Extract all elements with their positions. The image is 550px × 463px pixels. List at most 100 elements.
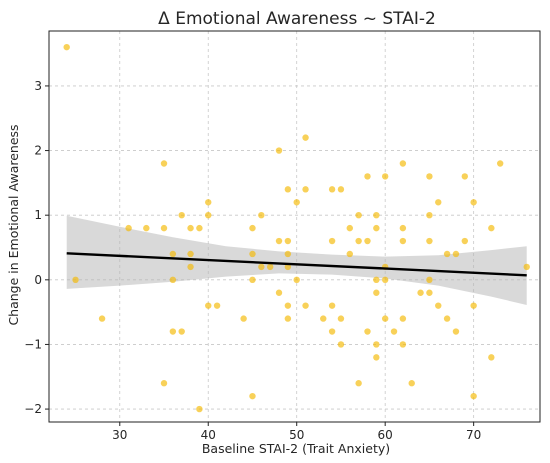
y-tick-label: 1: [34, 208, 42, 222]
data-point: [284, 315, 292, 322]
data-point: [249, 224, 256, 232]
data-point: [417, 289, 424, 296]
data-point: [187, 250, 194, 258]
data-point: [355, 211, 362, 219]
data-point: [373, 341, 380, 348]
data-point: [355, 380, 362, 387]
data-point: [523, 263, 530, 271]
data-point: [187, 224, 194, 232]
chart-title: Δ Emotional Awareness ~ STAI-2: [158, 9, 436, 29]
data-point: [72, 276, 79, 284]
data-point: [452, 250, 460, 258]
data-point: [426, 237, 433, 245]
data-point: [169, 328, 177, 335]
data-point: [258, 263, 265, 271]
data-point: [435, 302, 442, 309]
y-tick-label: −2: [24, 402, 42, 416]
data-point: [249, 392, 256, 400]
data-point: [470, 302, 477, 309]
data-point: [240, 315, 247, 322]
x-tick-label: 60: [378, 428, 393, 442]
x-tick-label: 50: [289, 428, 304, 442]
data-point: [328, 186, 336, 193]
data-point: [98, 315, 106, 322]
data-point: [205, 302, 212, 309]
data-point: [258, 211, 265, 219]
data-point: [373, 224, 380, 232]
data-point: [470, 199, 477, 206]
data-point: [355, 237, 362, 245]
data-point: [187, 263, 194, 271]
data-point: [426, 211, 433, 219]
data-point: [213, 302, 221, 309]
data-point: [178, 211, 185, 219]
data-point: [284, 237, 292, 245]
data-point: [266, 263, 274, 271]
axis-ticks: 30 40 50 60 70 −2 −1 0 1 2 3: [24, 79, 481, 442]
data-point: [426, 173, 433, 180]
y-tick-label: 2: [34, 144, 42, 158]
data-point: [408, 380, 415, 387]
data-point: [381, 276, 389, 284]
data-point: [399, 160, 407, 167]
data-point: [399, 237, 407, 245]
confidence-band-layer: [66, 215, 527, 305]
data-point: [205, 211, 212, 219]
data-point: [390, 328, 398, 335]
data-point: [461, 237, 469, 245]
x-tick-label: 70: [466, 428, 481, 442]
data-point: [373, 211, 380, 219]
data-point: [284, 186, 292, 193]
data-point: [169, 250, 177, 258]
gridlines: [49, 31, 540, 422]
y-tick-label: 0: [34, 273, 42, 287]
regression-layer: [66, 252, 527, 277]
data-point: [160, 224, 168, 232]
x-tick-label: 40: [201, 428, 216, 442]
data-point: [196, 224, 203, 232]
x-axis-label: Baseline STAI-2 (Trait Anxiety): [202, 441, 390, 456]
data-point: [337, 186, 345, 193]
data-point: [302, 134, 309, 141]
confidence-band: [66, 215, 527, 305]
data-point: [373, 354, 380, 361]
data-point: [293, 199, 300, 206]
data-point: [275, 237, 283, 245]
data-point: [249, 250, 256, 258]
data-point: [346, 250, 353, 258]
y-tick-label: −1: [24, 337, 42, 351]
data-point: [496, 160, 504, 167]
data-point: [346, 224, 353, 232]
data-point: [461, 173, 469, 180]
data-point: [381, 315, 389, 322]
data-point: [249, 276, 256, 284]
data-point: [364, 328, 371, 335]
data-point: [125, 224, 132, 232]
data-point: [399, 315, 407, 322]
regression-line: [66, 252, 527, 277]
data-point: [178, 328, 185, 335]
data-point: [302, 302, 309, 309]
plot-frame: [48, 30, 541, 423]
data-point: [426, 276, 433, 284]
data-point: [399, 341, 407, 348]
data-point: [399, 224, 407, 232]
data-point: [435, 199, 442, 206]
data-point: [293, 276, 300, 284]
data-point: [63, 43, 70, 51]
data-point: [373, 276, 380, 284]
data-point: [275, 147, 283, 154]
data-point: [337, 315, 345, 322]
data-point: [426, 289, 433, 296]
data-point: [328, 237, 336, 245]
data-point: [488, 224, 495, 232]
data-points: [63, 43, 530, 413]
data-point: [160, 160, 168, 167]
y-tick-label: 3: [34, 79, 42, 93]
data-point: [381, 173, 389, 180]
data-point: [488, 354, 495, 361]
data-point: [452, 328, 460, 335]
data-point: [328, 328, 336, 335]
data-point: [284, 250, 292, 258]
